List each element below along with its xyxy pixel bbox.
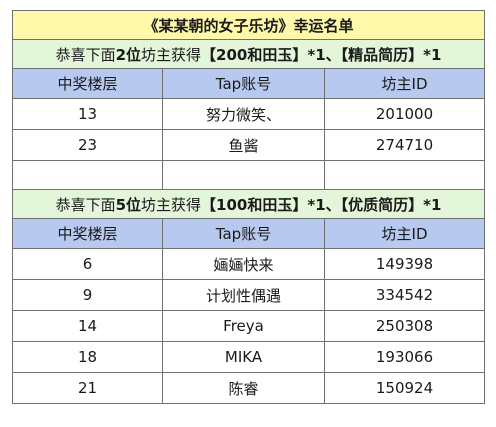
- section-1-count: 2位: [115, 45, 142, 64]
- tap-account-cell: 努力微笑、: [162, 98, 325, 130]
- table-2-header-row: 中奖楼层 Tap账号 坊主ID: [12, 218, 486, 249]
- column-header-owner-id: 坊主ID: [323, 68, 486, 99]
- table-row: 18 MIKA 193066: [12, 341, 486, 373]
- column-header-floor: 中奖楼层: [12, 68, 163, 99]
- column-header-tap-account: Tap账号: [162, 68, 325, 99]
- section-2-qty-2: *1: [423, 195, 442, 214]
- section-2-text-2: 坊主获得: [141, 195, 202, 214]
- owner-id-cell: 149398: [323, 248, 486, 280]
- column-header-owner-id: 坊主ID: [323, 218, 486, 249]
- owner-id-cell: 150924: [323, 372, 486, 404]
- section-2-prize-2: 【优质简历】: [340, 195, 424, 214]
- blank-cell: [12, 160, 163, 190]
- section-1-qty-1: *1、: [307, 45, 341, 64]
- section-1-text-1: 恭喜下面: [55, 45, 116, 64]
- section-1-prize-1: 【200和田玉】: [201, 45, 308, 64]
- tap-account-cell: 陈睿: [162, 372, 325, 404]
- table-row: 23 鱼酱 274710: [12, 129, 486, 161]
- tap-account-cell: 婳婳快来: [162, 248, 325, 280]
- tap-account-cell: 计划性偶遇: [162, 279, 325, 311]
- tap-account-cell: Freya: [162, 310, 325, 342]
- table-row: 13 努力微笑、 201000: [12, 98, 486, 130]
- sheet-title: 《某某朝的女子乐坊》幸运名单: [11, 10, 486, 40]
- column-header-floor: 中奖楼层: [12, 218, 163, 249]
- floor-cell: 14: [12, 310, 163, 342]
- tap-account-cell: 鱼酱: [162, 129, 325, 161]
- blank-cell: [162, 160, 325, 190]
- floor-cell: 23: [12, 129, 163, 161]
- section-2-text-1: 恭喜下面: [55, 195, 116, 214]
- title-row: 《某某朝的女子乐坊》幸运名单: [11, 10, 486, 40]
- section-2-qty-1: *1、: [307, 195, 341, 214]
- column-header-tap-account: Tap账号: [162, 218, 325, 249]
- winner-table: 《某某朝的女子乐坊》幸运名单 恭喜下面2位坊主获得【200和田玉】*1、【精品简…: [11, 10, 486, 404]
- table-row: 14 Freya 250308: [12, 310, 486, 342]
- table-1-header-row: 中奖楼层 Tap账号 坊主ID: [12, 68, 486, 99]
- section-2-row: 恭喜下面5位坊主获得【100和田玉】*1、【优质简历】*1: [11, 189, 486, 219]
- blank-row: [12, 160, 486, 190]
- owner-id-cell: 201000: [323, 98, 486, 130]
- table-row: 9 计划性偶遇 334542: [12, 279, 486, 311]
- section-1-prize-2: 【精品简历】: [340, 45, 424, 64]
- section-1-qty-2: *1: [423, 45, 442, 64]
- owner-id-cell: 274710: [323, 129, 486, 161]
- owner-id-cell: 250308: [323, 310, 486, 342]
- floor-cell: 6: [12, 248, 163, 280]
- section-1-text-2: 坊主获得: [141, 45, 202, 64]
- table-row: 21 陈睿 150924: [12, 372, 486, 404]
- section-2-prize-1: 【100和田玉】: [201, 195, 308, 214]
- section-1-heading: 恭喜下面2位坊主获得【200和田玉】*1、【精品简历】*1: [11, 39, 486, 69]
- tap-account-cell: MIKA: [162, 341, 325, 373]
- floor-cell: 21: [12, 372, 163, 404]
- section-2-count: 5位: [115, 195, 142, 214]
- owner-id-cell: 193066: [323, 341, 486, 373]
- owner-id-cell: 334542: [323, 279, 486, 311]
- section-1-row: 恭喜下面2位坊主获得【200和田玉】*1、【精品简历】*1: [11, 39, 486, 69]
- winner-list-sheet: 《某某朝的女子乐坊》幸运名单 恭喜下面2位坊主获得【200和田玉】*1、【精品简…: [11, 10, 486, 404]
- section-2-heading: 恭喜下面5位坊主获得【100和田玉】*1、【优质简历】*1: [11, 189, 486, 219]
- table-row: 6 婳婳快来 149398: [12, 248, 486, 280]
- floor-cell: 9: [12, 279, 163, 311]
- floor-cell: 13: [12, 98, 163, 130]
- blank-cell: [323, 160, 486, 190]
- floor-cell: 18: [12, 341, 163, 373]
